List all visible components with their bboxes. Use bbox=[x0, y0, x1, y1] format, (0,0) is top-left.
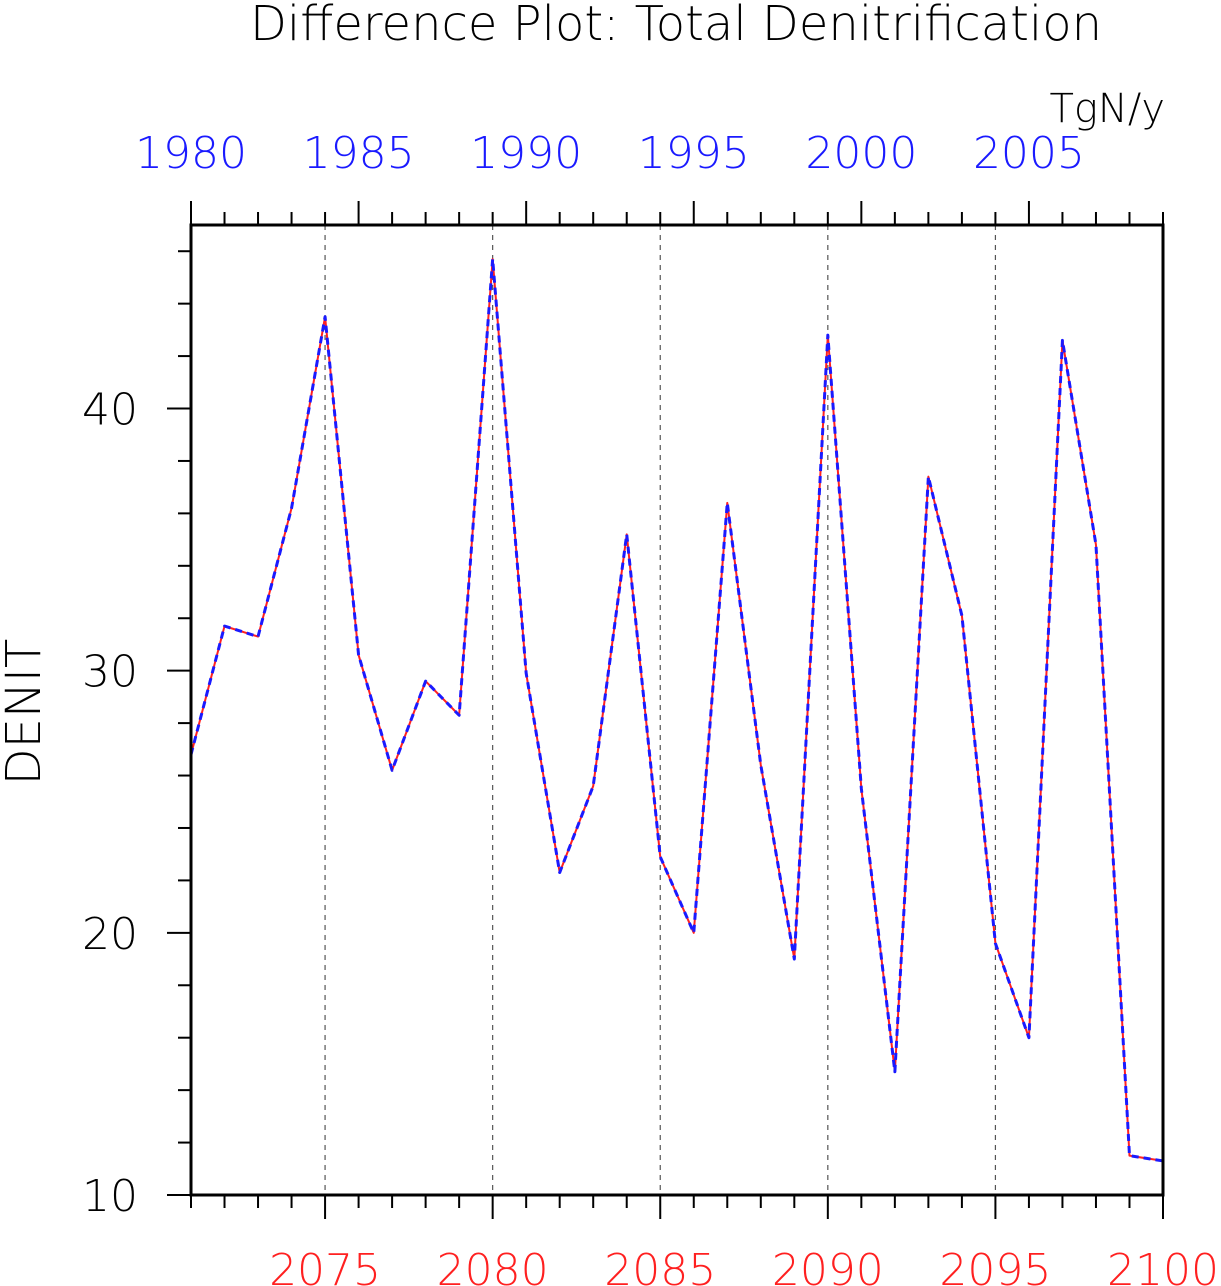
x-top-tick-label: 1985 bbox=[303, 128, 415, 179]
x-bottom-tick-label: 2080 bbox=[437, 1245, 549, 1286]
series-line-2 bbox=[189, 257, 1164, 1163]
y-tick-label: 40 bbox=[82, 385, 138, 436]
x-bottom-tick-label: 2090 bbox=[772, 1245, 884, 1286]
chart-title: Difference Plot: Total Denitrification bbox=[250, 0, 1102, 52]
x-bottom-tick-label: 2075 bbox=[269, 1245, 381, 1286]
x-top-tick-label: 2005 bbox=[973, 128, 1085, 179]
x-bottom-tick-label: 2085 bbox=[604, 1245, 716, 1286]
units-label: TgN/y bbox=[1049, 86, 1165, 132]
tick-labels: 2075 2080 2085 2090 2095 2100 1980 1985 1990 1995… bbox=[82, 128, 1219, 1286]
axis-ticks bbox=[167, 201, 1164, 1219]
series-group bbox=[189, 257, 1164, 1163]
y-tick-label: 30 bbox=[82, 647, 138, 698]
x-top-tick-label: 1995 bbox=[638, 128, 750, 179]
x-bottom-tick-label: 2095 bbox=[939, 1245, 1051, 1286]
series-line-1 bbox=[190, 258, 1164, 1162]
x-top-tick-label: 1980 bbox=[135, 128, 247, 179]
x-top-tick-label: 1990 bbox=[470, 128, 582, 179]
x-top-tick-label: 2000 bbox=[805, 128, 917, 179]
grid-lines bbox=[324, 225, 997, 1195]
y-axis-label: DENIT bbox=[0, 639, 52, 786]
y-tick-label: 10 bbox=[82, 1171, 138, 1222]
x-bottom-tick-label: 2100 bbox=[1107, 1245, 1219, 1286]
y-tick-label: 20 bbox=[82, 909, 138, 960]
plot-frame bbox=[189, 223, 1165, 1197]
